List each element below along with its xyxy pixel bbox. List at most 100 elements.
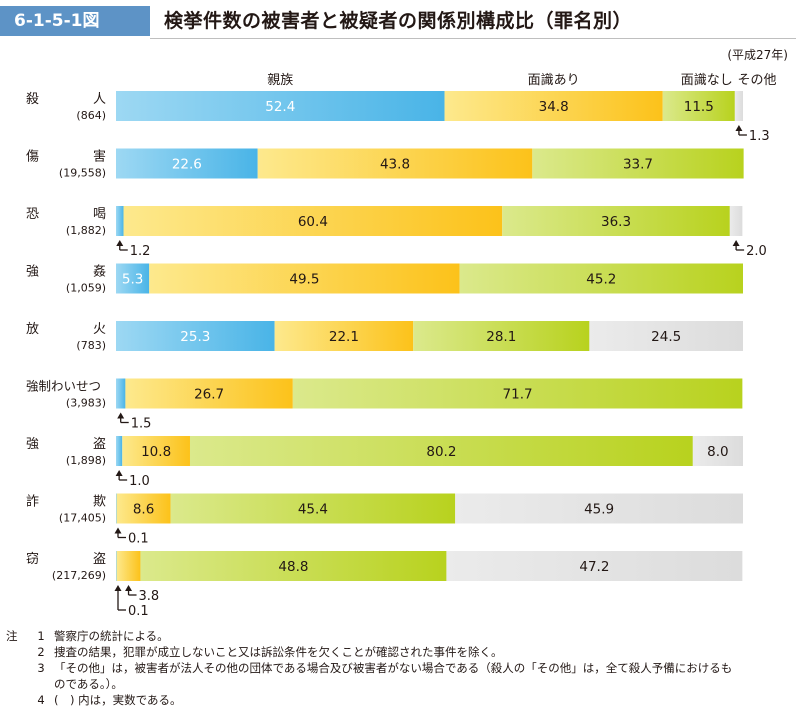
note-number: 1 [37,629,45,643]
data-label: 24.5 [651,329,681,345]
category-count: (1,059) [66,282,106,295]
data-label: 11.5 [684,99,714,115]
data-label: 45.4 [298,502,328,518]
callout: 0.1 [114,527,149,547]
category-count: (17,405) [59,512,106,525]
note-3: 3 「その他」は，被害者が法人その他の団体である場合及び被害者がない場合である（… [6,660,796,676]
callout-label: 1.2 [130,244,151,259]
figure-number: 6-1-5-1図 [0,6,150,36]
bar-segment-親族 [116,378,126,409]
category-count: (864) [76,109,106,122]
callout: 1.3 [735,125,770,144]
category-label: 盗 [93,436,106,452]
bar-row-恐喝: 恐 喝 (1,882) 60.4 36.3 1.2 2.0 [26,206,767,259]
category-label: 欺 [93,495,106,510]
bar-segment-親族 [116,148,258,179]
note-2: 2 捜査の結果，犯罪が成立しないこと又は訴訟条件を欠くことが確認された事件を除く… [6,644,796,660]
figure-title: 検挙件数の被害者と被疑者の関係別構成比（罪名別） [164,10,633,32]
callout-label: 1.3 [749,129,770,144]
bar-row-強姦: 強 姦 (1,059) 5.3 49.5 45.2 [26,263,743,295]
data-label: 80.2 [426,444,456,460]
category-label: 強 [26,265,39,280]
bar-segment-面識あり [116,551,141,581]
legend-面識あり: 面識あり [528,73,580,88]
data-label: 43.8 [380,157,410,173]
note-text: ( ) 内は，実数である。 [54,693,182,707]
notes-head: 注 [6,629,18,643]
bar-segment-その他 [729,206,743,236]
category-count: (217,269) [52,569,106,582]
data-label: 25.3 [180,329,210,345]
bar-segment-親族 [116,551,117,581]
bar-segment-その他 [446,551,743,581]
period-label: (平成27年) [727,48,788,62]
category-count: (19,558) [59,167,106,180]
callout: 1.0 [115,470,150,489]
bar-segment-面識なし [170,493,456,524]
callout: 3.8 [125,585,159,604]
category-count: (1,898) [66,454,106,467]
figure-header: 6-1-5-1図 検挙件数の被害者と被疑者の関係別構成比（罪名別） [0,0,796,42]
bar-row-傷害: 傷 害 (19,558) 22.6 43.8 33.7 [26,148,744,180]
category-label: 盗 [93,551,106,567]
header-rule [150,38,796,39]
data-label: 8.6 [133,502,154,518]
legend-その他: その他 [737,73,776,88]
note-text: 警察庁の統計による。 [54,629,169,643]
callout: 2.0 [732,240,767,259]
callout-label: 1.5 [131,417,152,432]
callout: 1.2 [116,240,150,259]
bar-segment-面識あり [125,378,293,409]
notes: 注 1 警察庁の統計による。 2 捜査の結果，犯罪が成立しないこと又は訴訟条件を… [6,628,796,708]
note-text: 「その他」は，被害者が法人その他の団体である場合及び被害者がない場合である（殺人… [54,661,733,675]
data-label: 47.2 [579,559,609,575]
bar-segment-その他 [455,493,743,524]
callout-label: 3.8 [139,589,160,604]
category-label: 恐 [26,207,39,222]
data-label: 49.5 [289,272,319,288]
note-1: 注 1 警察庁の統計による。 [6,628,796,644]
bar-segment-面識なし [140,551,447,581]
bar-segment-面識なし [662,91,735,121]
data-label: 60.4 [298,214,328,230]
note-3-continued: のである。）。 [6,676,796,692]
data-label: 26.7 [194,387,224,403]
note-number: 4 [37,693,45,707]
data-label: 5.3 [122,272,143,288]
data-label: 28.1 [486,329,516,345]
data-label: 22.1 [329,329,359,345]
data-label: 45.2 [586,272,616,288]
bar-segment-面識なし [502,206,730,236]
bar-row-強制わいせつ: 強制わいせつ (3,983) 26.7 71.7 1.5 [26,378,743,432]
data-label: 34.8 [539,99,569,115]
bar-segment-面識あり [274,321,414,351]
category-label: 放 [26,322,39,337]
bar-segment-親族 [116,493,117,524]
bar-segment-面識あり [122,436,190,466]
data-label: 52.4 [265,99,295,115]
bar-segment-親族 [116,436,123,466]
category-label: 強制わいせつ [26,379,101,394]
bar-segment-面識なし [459,263,743,294]
data-label: 36.3 [601,214,631,230]
callout-label: 0.1 [128,604,149,619]
bar-row-殺人: 殺 人 (864) 52.4 34.8 11.5 1.3 [26,91,770,144]
category-label: 人 [93,92,106,107]
category-label: 殺 [26,92,39,107]
data-label: 22.6 [172,157,202,173]
bar-segment-面識あり [123,206,503,236]
bar-segment-面識あり [257,148,533,179]
data-label: 71.7 [503,387,533,403]
category-label: 火 [93,322,106,337]
data-label: 8.0 [707,444,728,460]
bar-segment-面識なし [413,321,590,351]
category-label: 害 [93,149,106,165]
data-label: 33.7 [623,157,653,173]
bar-segment-その他 [734,91,743,121]
note-4: 4 ( ) 内は，実数である。 [6,692,796,708]
callout-label: 0.1 [128,532,149,547]
bar-segment-面識なし [292,378,743,409]
category-label: 詐 [26,494,39,510]
bar-segment-面識あり [444,91,663,121]
data-label: 10.8 [141,444,171,460]
